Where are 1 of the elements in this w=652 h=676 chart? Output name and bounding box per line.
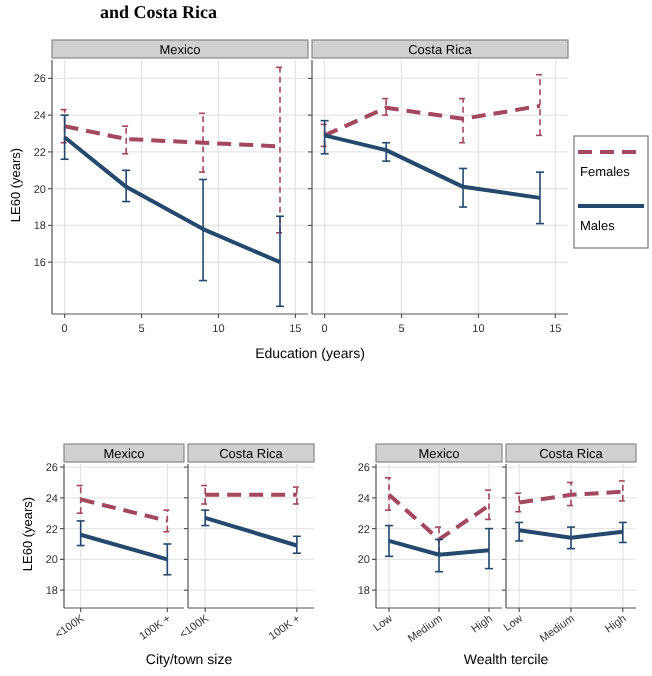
text: and Costa Rica [100, 2, 219, 22]
